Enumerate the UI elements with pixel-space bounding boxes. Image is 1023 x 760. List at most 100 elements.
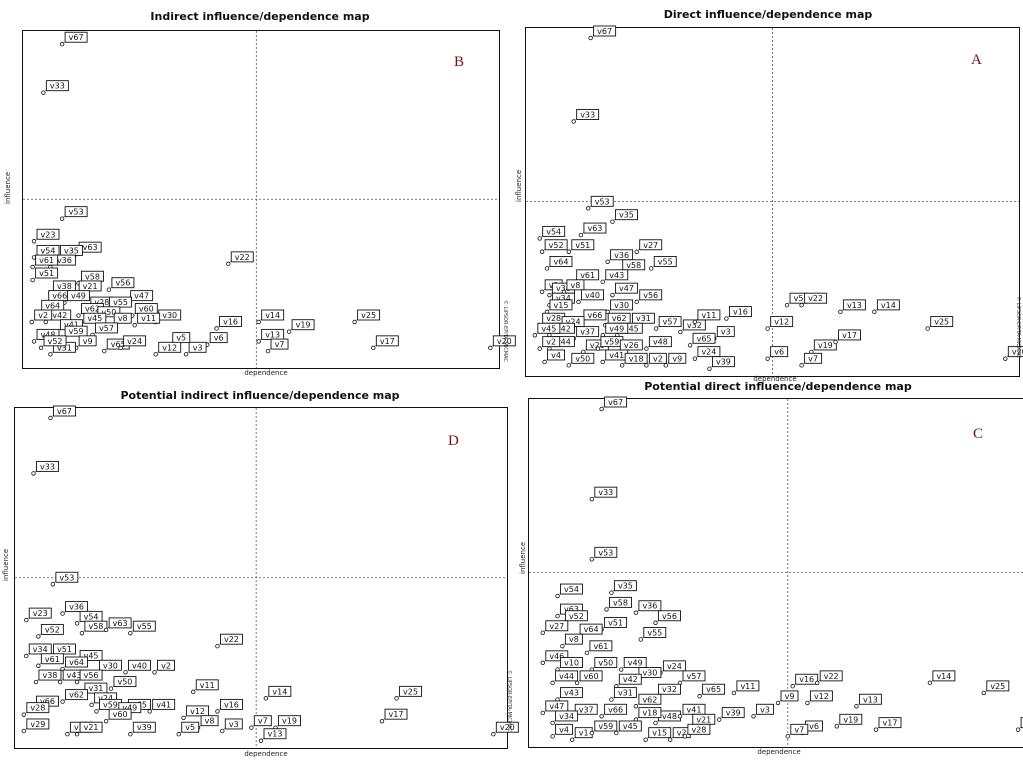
- point-marker: [102, 348, 107, 354]
- point-marker: [215, 643, 220, 649]
- panel-b-xlabel: dependence: [244, 369, 288, 377]
- point-label-box: [230, 251, 254, 263]
- point-marker: [76, 313, 81, 318]
- point-marker: [256, 339, 261, 344]
- point-label: v62: [642, 695, 657, 704]
- point-v67: v67: [59, 31, 88, 47]
- point-label-box: [79, 721, 103, 733]
- point-label: v3: [721, 328, 731, 337]
- point-v41: v41: [600, 349, 629, 365]
- point-v23: v23: [24, 607, 52, 623]
- point-marker: [540, 660, 545, 666]
- panel-a-xlabel: dependence: [753, 375, 797, 383]
- point-v25: v25: [925, 316, 954, 331]
- point-label: v44: [559, 672, 574, 681]
- point-label: v61: [45, 655, 60, 664]
- point-label-box: [83, 312, 107, 324]
- point-marker: [588, 35, 593, 41]
- point-label: v21: [696, 715, 711, 724]
- point-marker: [873, 727, 879, 732]
- point-label: v12: [162, 343, 177, 352]
- point-marker: [226, 261, 231, 267]
- point-v25: v25: [394, 685, 422, 701]
- point-v31: v31: [609, 687, 637, 702]
- point-label: v2: [677, 729, 687, 738]
- point-label-box: [64, 31, 88, 43]
- point-marker: [667, 737, 673, 742]
- point-label-box: [932, 670, 956, 682]
- point-marker: [1015, 727, 1021, 732]
- point-label: v56: [662, 612, 677, 621]
- point-label: v39: [726, 709, 741, 718]
- point-v5: v5: [176, 721, 200, 737]
- point-label: v44: [556, 338, 571, 347]
- point-marker: [604, 607, 609, 612]
- point-marker: [153, 352, 158, 357]
- point-marker: [183, 352, 189, 357]
- point-v41: v41: [147, 698, 176, 714]
- point-marker: [352, 319, 357, 325]
- point-marker: [589, 730, 594, 736]
- point-label: v11: [701, 311, 716, 320]
- point-v2b: v2: [644, 352, 667, 368]
- point-label-box: [658, 610, 681, 622]
- point-label: v26: [624, 341, 639, 350]
- point-marker: [571, 119, 576, 124]
- point-marker: [59, 216, 65, 221]
- point-v14: v14: [263, 685, 292, 701]
- point-marker: [872, 309, 877, 315]
- point-label-box: [702, 683, 726, 695]
- point-label: v13: [265, 330, 280, 339]
- point-label: v16: [799, 675, 814, 684]
- point-v25: v25: [981, 680, 1010, 696]
- point-marker: [555, 593, 560, 599]
- point-marker: [784, 303, 790, 308]
- point-v34: v34: [24, 643, 52, 659]
- point-v12: v12: [805, 690, 833, 706]
- point-marker: [540, 630, 545, 635]
- point-label: v49: [628, 659, 643, 668]
- point-label-box: [26, 702, 50, 714]
- point-v65: v65: [697, 683, 726, 699]
- point-label: v5: [794, 294, 804, 303]
- point-v7: v7: [799, 352, 823, 368]
- point-label: v16: [733, 308, 748, 317]
- point-label-box: [36, 228, 60, 240]
- point-marker: [21, 712, 27, 717]
- point-label: v65: [706, 685, 721, 694]
- point-label-box: [209, 332, 228, 344]
- point-v17: v17: [379, 708, 408, 724]
- point-label-box: [839, 713, 863, 725]
- point-v61: v61: [36, 653, 64, 668]
- point-label-box: [594, 486, 618, 498]
- point-marker: [790, 684, 795, 689]
- point-marker: [599, 406, 604, 412]
- point-v35: v35: [609, 580, 637, 595]
- point-marker: [838, 309, 843, 315]
- point-marker: [547, 292, 552, 298]
- point-v12: v12: [153, 341, 182, 357]
- point-marker: [50, 582, 56, 587]
- point-marker: [258, 738, 264, 743]
- point-label: v10: [564, 659, 579, 668]
- point-v34: v34: [550, 710, 579, 726]
- panel-c-ylabel: influence: [519, 541, 527, 574]
- point-marker: [60, 699, 65, 704]
- point-label: v28: [691, 725, 706, 734]
- point-label: v20: [1012, 348, 1023, 357]
- point-label: v12: [814, 692, 829, 701]
- point-label: v55: [658, 257, 673, 266]
- point-marker: [249, 725, 254, 730]
- point-v3: v3: [220, 718, 243, 734]
- point-v28: v28: [682, 723, 711, 739]
- point-label-box: [594, 546, 618, 558]
- point-v53: v53: [586, 195, 614, 211]
- point-label: v6: [214, 334, 224, 343]
- point-v35: v35: [610, 209, 638, 224]
- point-label: v45: [623, 722, 638, 731]
- point-label: v50: [101, 308, 116, 317]
- point-marker: [89, 702, 94, 708]
- point-label-box: [638, 707, 662, 719]
- point-label: v17: [883, 719, 898, 728]
- point-marker: [74, 679, 80, 685]
